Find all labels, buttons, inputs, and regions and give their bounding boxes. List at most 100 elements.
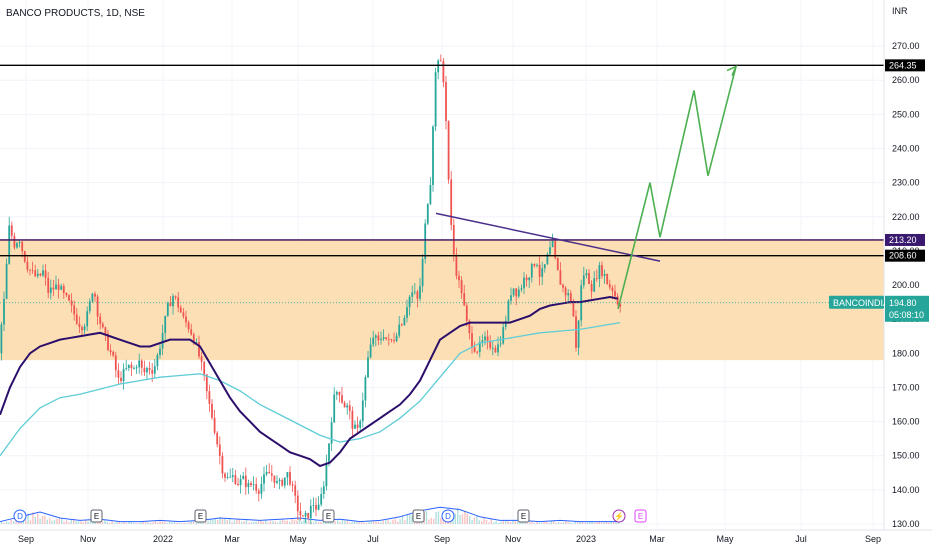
volume-bar [269,520,272,524]
candle-body [406,307,408,318]
volume-bar [577,521,579,524]
volume-bar [34,516,36,524]
candle-body [416,291,419,299]
candle-body [47,277,50,293]
volume-bar [49,518,51,524]
candle-body [182,312,185,317]
volume-bar [581,521,584,524]
volume-bar [214,519,216,524]
candle-body [328,443,330,463]
candle-body [338,391,341,396]
candle-body [437,60,440,73]
candle-body [3,298,5,325]
volume-bar [382,520,384,524]
candle-body [130,364,133,369]
y-tick-label: 240.00 [892,143,920,153]
candle-body [312,505,315,506]
candle-body [302,515,304,517]
volume-bar [591,521,593,524]
candle-body [270,473,273,476]
volume-bar [425,510,428,524]
candle-body [36,273,39,277]
volume-bar [313,522,315,524]
volume-bar [253,521,255,524]
candle-body [606,273,609,285]
candle-body [528,277,531,281]
volume-bar [260,520,262,524]
candle-body [343,402,346,408]
candle-body [442,61,445,83]
candle-body [408,296,411,308]
candle-body [320,493,323,505]
x-tick-label: 2022 [153,534,173,544]
y-tick-label: 180.00 [892,348,920,358]
volume-bar [56,518,58,524]
candle-body [70,300,73,306]
earnings-marker-label: E [638,512,643,521]
candle-body [255,484,258,491]
volume-bar [545,521,548,524]
volume-bar [255,521,257,524]
candle-body [205,374,208,392]
candlesticks [0,54,622,525]
volume-bar [185,523,188,524]
time-axis[interactable]: Sep Nov 2022 Mar May Jul Sep Nov 2023 Mar May Jul Se… [18,534,881,544]
candle-body [382,337,385,339]
candle-body [49,287,52,293]
volume-bar [44,515,46,524]
volume-bar [193,521,195,524]
volume-bar [380,522,382,524]
candle-body [99,316,102,324]
earnings-marker-label: E [521,512,526,521]
volume-bar [183,522,185,524]
candle-body [237,483,239,486]
volume-bar [387,520,389,524]
horizontal-levels [0,64,884,304]
candle-body [140,360,143,368]
trendline [435,212,661,262]
volume-bar [137,523,140,524]
volume-bar [27,513,29,524]
volume-bar [190,521,192,524]
candle-body [455,254,458,276]
volume-bar [125,523,128,524]
candle-body [390,339,393,341]
candle-body [166,303,169,316]
candle-body [211,403,213,418]
volume-bar [236,519,238,524]
candle-body [549,247,551,255]
candle-body [299,511,302,516]
candle-body [39,273,42,276]
candle-body [244,475,247,488]
volume-bar [603,522,605,524]
candle-body [567,293,570,296]
volume-bar [574,521,576,524]
volume-bar [130,521,132,524]
candle-body [543,264,546,269]
price-axis[interactable]: 130.00140.00150.00160.00170.00180.00190.… [892,41,920,529]
volume-bar [555,522,557,524]
volume-bar [291,518,293,524]
volume-bar [257,520,260,524]
candle-body [68,295,70,301]
candle-body [463,293,466,306]
candle-body [504,320,507,328]
volume-bar [5,521,8,524]
candle-body [273,475,276,483]
volume-bar [51,520,53,524]
candle-body [611,287,614,292]
volume-bar [370,520,372,524]
candle-body [304,512,307,517]
volume-bar [363,522,365,524]
candle-body [614,291,616,297]
candle-body [432,126,434,185]
candle-body [499,343,502,345]
candle-body [10,225,13,236]
volume-bar [440,517,442,524]
volume-bar [284,520,286,524]
candle-body [133,368,135,370]
volume-bar [615,522,617,524]
candle-body [364,377,367,401]
candle-body [372,337,375,345]
